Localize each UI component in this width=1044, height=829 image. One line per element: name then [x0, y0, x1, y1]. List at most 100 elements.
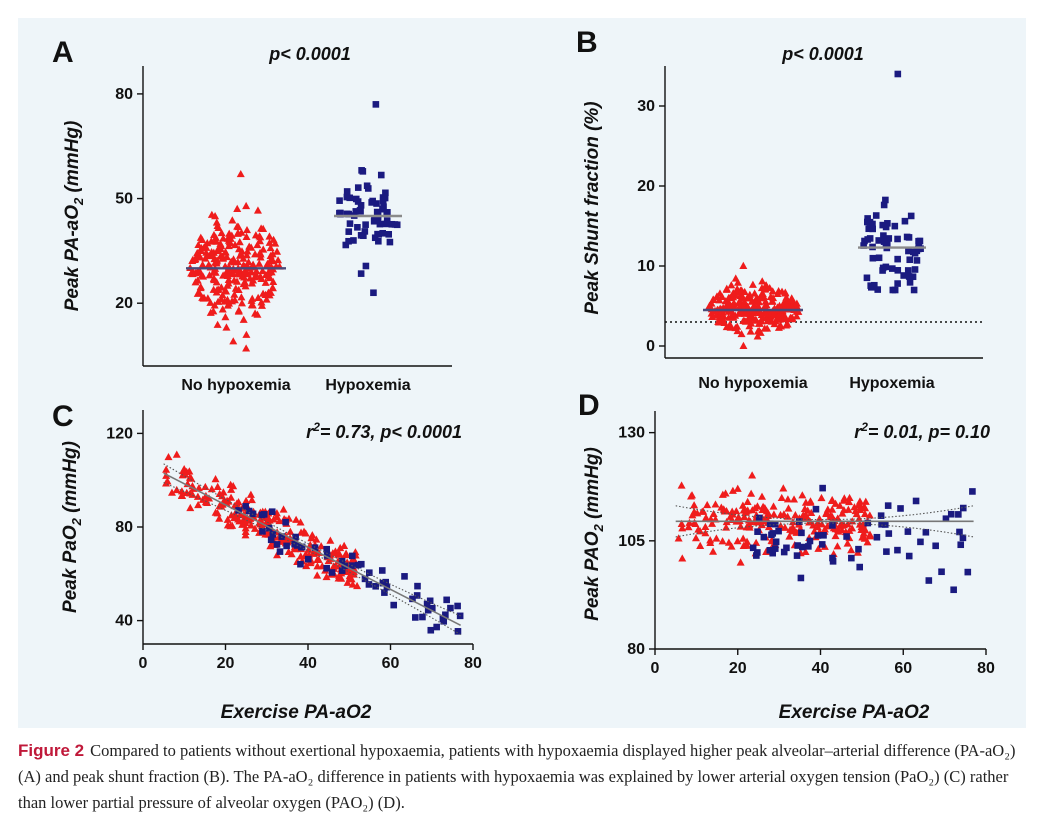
data-point-hypoxemia [323, 552, 331, 559]
data-point-no-hypoxemia [729, 298, 738, 307]
data-point-hypoxemia [419, 613, 426, 621]
data-point-hypoxemia [426, 597, 434, 605]
data-point-hypoxemia [454, 602, 461, 610]
data-point-no-hypoxemia [763, 316, 772, 325]
data-point-no-hypoxemia [219, 234, 228, 242]
data-point-hypoxemia [843, 533, 850, 540]
panel-a-category-hypoxemia: Hypoxemia [325, 377, 410, 394]
x-tick-label: 40 [299, 655, 317, 672]
data-point-hypoxemia [276, 548, 284, 555]
data-point-no-hypoxemia [730, 290, 739, 298]
data-point-hypoxemia [413, 592, 421, 599]
data-point-no-hypoxemia [733, 322, 742, 330]
panel-d: D r2= 0.01, p= 0.10 80 105 130 0 20 40 60 80 E… [578, 389, 995, 723]
data-point-hypoxemia [245, 507, 253, 515]
panel-letter-c: C [52, 400, 74, 433]
data-point-no-hypoxemia [737, 329, 746, 338]
data-point-no-hypoxemia [684, 523, 693, 531]
y-tick-label: 120 [106, 425, 133, 442]
data-point-no-hypoxemia [266, 273, 275, 282]
data-point-no-hypoxemia [784, 504, 793, 512]
data-point-hypoxemia [447, 604, 454, 612]
y-tick-label: 10 [637, 258, 655, 275]
data-point-hypoxemia [260, 511, 268, 518]
data-point-no-hypoxemia [297, 528, 306, 536]
data-point-hypoxemia [439, 615, 447, 622]
data-point-hypoxemia [754, 528, 761, 535]
data-point-no-hypoxemia [191, 278, 200, 286]
data-point-hypoxemia [885, 530, 893, 537]
data-point-hypoxemia [766, 520, 774, 528]
data-point-no-hypoxemia [743, 537, 752, 545]
data-point-hypoxemia [905, 552, 913, 560]
data-point-hypoxemia [772, 538, 780, 546]
data-point-no-hypoxemia [256, 248, 265, 256]
data-point-no-hypoxemia [236, 169, 245, 178]
data-point-no-hypoxemia [317, 542, 326, 550]
confidence-band [163, 463, 461, 617]
data-point-no-hypoxemia [196, 282, 205, 291]
data-point-hypoxemia [959, 504, 967, 512]
data-point-hypoxemia [370, 289, 377, 297]
data-point-no-hypoxemia [167, 488, 176, 496]
data-point-hypoxemia [269, 531, 277, 538]
data-point-no-hypoxemia [792, 312, 801, 320]
data-point-no-hypoxemia [706, 536, 715, 544]
data-point-hypoxemia [964, 568, 972, 576]
data-point-no-hypoxemia [213, 482, 222, 491]
data-point-no-hypoxemia [239, 315, 248, 323]
data-point-no-hypoxemia [228, 521, 237, 529]
data-point-hypoxemia [328, 569, 336, 576]
data-point-no-hypoxemia [233, 222, 242, 230]
data-point-hypoxemia [780, 548, 788, 556]
data-point-hypoxemia [874, 286, 882, 293]
panel-letter-b: B [576, 26, 598, 59]
data-point-hypoxemia [894, 280, 901, 287]
data-point-no-hypoxemia [783, 495, 792, 503]
data-point-no-hypoxemia [223, 295, 232, 303]
data-point-no-hypoxemia [855, 520, 864, 528]
x-tick-label: 20 [729, 660, 747, 677]
data-point-no-hypoxemia [750, 289, 759, 297]
data-point-no-hypoxemia [234, 306, 243, 314]
y-tick-label: 30 [637, 98, 655, 115]
data-point-hypoxemia [913, 257, 921, 264]
data-point-no-hypoxemia [266, 243, 275, 252]
data-point-hypoxemia [884, 220, 891, 227]
data-point-no-hypoxemia [691, 534, 700, 542]
data-point-no-hypoxemia [762, 507, 771, 515]
data-point-no-hypoxemia [733, 284, 742, 293]
data-point-no-hypoxemia [261, 290, 270, 298]
y-tick-label: 80 [115, 519, 133, 536]
data-point-hypoxemia [879, 221, 887, 229]
data-point-hypoxemia [365, 581, 373, 588]
data-point-hypoxemia [343, 188, 351, 195]
data-point-no-hypoxemia [740, 309, 749, 317]
data-point-no-hypoxemia [186, 489, 195, 497]
data-point-no-hypoxemia [227, 231, 236, 239]
data-point-no-hypoxemia [246, 490, 255, 498]
data-point-hypoxemia [386, 238, 394, 246]
data-point-no-hypoxemia [287, 550, 296, 558]
data-point-no-hypoxemia [243, 247, 252, 255]
data-point-hypoxemia [362, 262, 370, 270]
data-point-no-hypoxemia [332, 562, 341, 570]
data-point-hypoxemia [877, 512, 885, 519]
panel-d-regression [675, 505, 974, 538]
data-point-no-hypoxemia [748, 506, 757, 514]
data-point-no-hypoxemia [861, 526, 870, 534]
data-point-hypoxemia [907, 212, 915, 220]
data-point-hypoxemia [866, 235, 874, 242]
data-point-no-hypoxemia [774, 312, 783, 320]
data-point-no-hypoxemia [314, 555, 323, 563]
data-point-no-hypoxemia [235, 251, 244, 259]
data-point-no-hypoxemia [262, 295, 271, 303]
data-point-hypoxemia [373, 200, 380, 207]
data-point-no-hypoxemia [212, 218, 221, 226]
data-point-no-hypoxemia [828, 505, 837, 513]
data-point-hypoxemia [323, 545, 330, 553]
data-point-hypoxemia [860, 242, 867, 249]
data-point-no-hypoxemia [273, 247, 282, 255]
data-point-hypoxemia [829, 554, 836, 562]
data-point-no-hypoxemia [850, 503, 859, 511]
